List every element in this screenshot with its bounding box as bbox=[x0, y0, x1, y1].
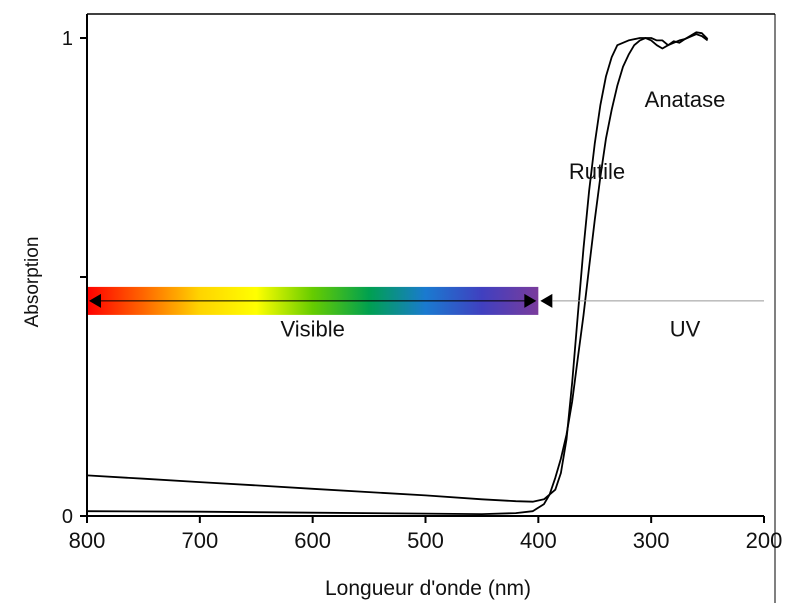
series-line-rutile bbox=[86, 31, 709, 503]
annotation-uv: UV bbox=[670, 317, 701, 342]
arrow-layer bbox=[89, 293, 764, 308]
x-tick-label: 500 bbox=[407, 528, 444, 553]
y-tick-label: 1 bbox=[62, 28, 73, 50]
x-axis-label: Longueur d'onde (nm) bbox=[325, 577, 531, 600]
series-line-anatase bbox=[86, 33, 709, 515]
axes-layer: 800 700 600 500 400 300 200 0 1 bbox=[62, 13, 783, 603]
x-tick-label: 400 bbox=[520, 528, 557, 553]
uv-arrow-head bbox=[540, 293, 553, 308]
annotation-visible: Visible bbox=[280, 317, 344, 342]
visible-arrow-right-head bbox=[524, 293, 537, 308]
x-tick-label: 300 bbox=[633, 528, 670, 553]
annotation-anatase: Anatase bbox=[645, 87, 726, 112]
annotation-layer: Anatase Rutile Visible UV bbox=[280, 87, 725, 341]
y-axis-label: Absorption bbox=[22, 237, 43, 328]
x-tick-label: 800 bbox=[69, 528, 106, 553]
y-tick-label: 0 bbox=[62, 506, 73, 528]
x-tick-label: 200 bbox=[746, 528, 783, 553]
x-tick-label: 700 bbox=[181, 528, 218, 553]
annotation-rutile: Rutile bbox=[569, 159, 625, 184]
x-tick-label: 600 bbox=[294, 528, 331, 553]
series-layer bbox=[86, 31, 709, 515]
visible-arrow-left-head bbox=[89, 293, 101, 308]
